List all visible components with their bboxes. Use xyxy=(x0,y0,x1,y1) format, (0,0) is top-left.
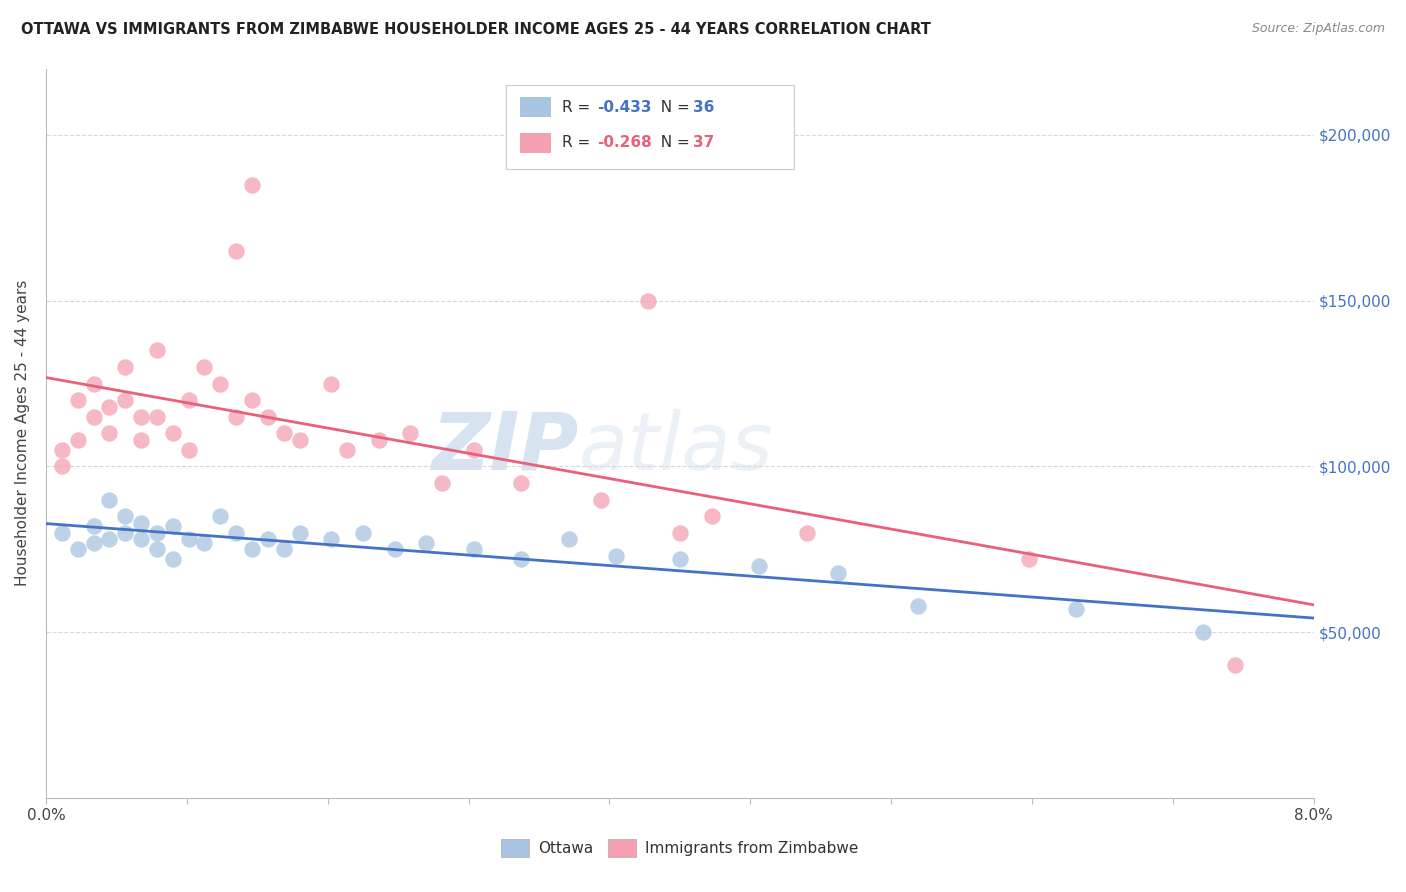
Point xyxy=(748,558,770,573)
Point xyxy=(209,509,232,524)
Point xyxy=(273,542,295,557)
Point xyxy=(1064,602,1087,616)
Point xyxy=(225,409,247,424)
Point xyxy=(352,525,374,540)
Point xyxy=(558,533,581,547)
Point xyxy=(827,566,849,580)
Point xyxy=(162,552,184,566)
Point xyxy=(129,516,152,530)
Point xyxy=(321,533,343,547)
Point xyxy=(273,426,295,441)
Point xyxy=(193,359,215,374)
Point xyxy=(796,525,818,540)
Point xyxy=(669,525,692,540)
Point xyxy=(162,519,184,533)
Point xyxy=(1191,625,1213,640)
Point xyxy=(415,535,437,549)
Point xyxy=(177,442,200,457)
Text: N =: N = xyxy=(651,100,695,114)
Point xyxy=(510,476,533,491)
Point xyxy=(605,549,627,563)
Point xyxy=(83,535,105,549)
Point xyxy=(240,542,263,557)
Text: 36: 36 xyxy=(693,100,714,114)
Point xyxy=(225,525,247,540)
Point xyxy=(146,542,169,557)
Point xyxy=(367,433,389,447)
Point xyxy=(193,535,215,549)
Point xyxy=(177,533,200,547)
Point xyxy=(66,542,89,557)
Point xyxy=(83,519,105,533)
Point xyxy=(510,552,533,566)
Point xyxy=(1018,552,1040,566)
Point xyxy=(114,393,136,408)
Text: 37: 37 xyxy=(693,136,714,150)
Point xyxy=(463,442,485,457)
Point xyxy=(288,525,311,540)
Point xyxy=(336,442,359,457)
Point xyxy=(83,376,105,391)
Point xyxy=(256,409,278,424)
Point xyxy=(146,525,169,540)
Point xyxy=(209,376,232,391)
Point xyxy=(98,400,121,414)
Point xyxy=(399,426,422,441)
Point xyxy=(51,459,73,474)
Text: R =: R = xyxy=(562,100,596,114)
Point xyxy=(1223,658,1246,673)
Point xyxy=(129,533,152,547)
Text: -0.268: -0.268 xyxy=(598,136,652,150)
Text: Source: ZipAtlas.com: Source: ZipAtlas.com xyxy=(1251,22,1385,36)
Point xyxy=(66,433,89,447)
Point xyxy=(637,293,659,308)
Point xyxy=(51,442,73,457)
Point xyxy=(384,542,406,557)
Point xyxy=(240,178,263,192)
Point xyxy=(98,426,121,441)
Text: R =: R = xyxy=(562,136,596,150)
Text: N =: N = xyxy=(651,136,695,150)
Point xyxy=(700,509,723,524)
Point xyxy=(177,393,200,408)
Point xyxy=(66,393,89,408)
Point xyxy=(114,525,136,540)
Y-axis label: Householder Income Ages 25 - 44 years: Householder Income Ages 25 - 44 years xyxy=(15,280,30,586)
Point xyxy=(129,433,152,447)
Point xyxy=(321,376,343,391)
Point xyxy=(129,409,152,424)
Point xyxy=(114,359,136,374)
Point xyxy=(83,409,105,424)
Point xyxy=(288,433,311,447)
Point xyxy=(114,509,136,524)
Point xyxy=(146,343,169,358)
Text: ZIP: ZIP xyxy=(432,409,578,487)
Point xyxy=(463,542,485,557)
Text: -0.433: -0.433 xyxy=(598,100,652,114)
Point xyxy=(240,393,263,408)
Text: OTTAWA VS IMMIGRANTS FROM ZIMBABWE HOUSEHOLDER INCOME AGES 25 - 44 YEARS CORRELA: OTTAWA VS IMMIGRANTS FROM ZIMBABWE HOUSE… xyxy=(21,22,931,37)
Point xyxy=(146,409,169,424)
Text: atlas: atlas xyxy=(578,409,773,487)
Point xyxy=(256,533,278,547)
Legend: Ottawa, Immigrants from Zimbabwe: Ottawa, Immigrants from Zimbabwe xyxy=(495,832,865,863)
Point xyxy=(51,525,73,540)
Point xyxy=(669,552,692,566)
Point xyxy=(907,599,929,613)
Point xyxy=(589,492,612,507)
Point xyxy=(98,492,121,507)
Point xyxy=(430,476,453,491)
Point xyxy=(225,244,247,258)
Point xyxy=(98,533,121,547)
Point xyxy=(162,426,184,441)
